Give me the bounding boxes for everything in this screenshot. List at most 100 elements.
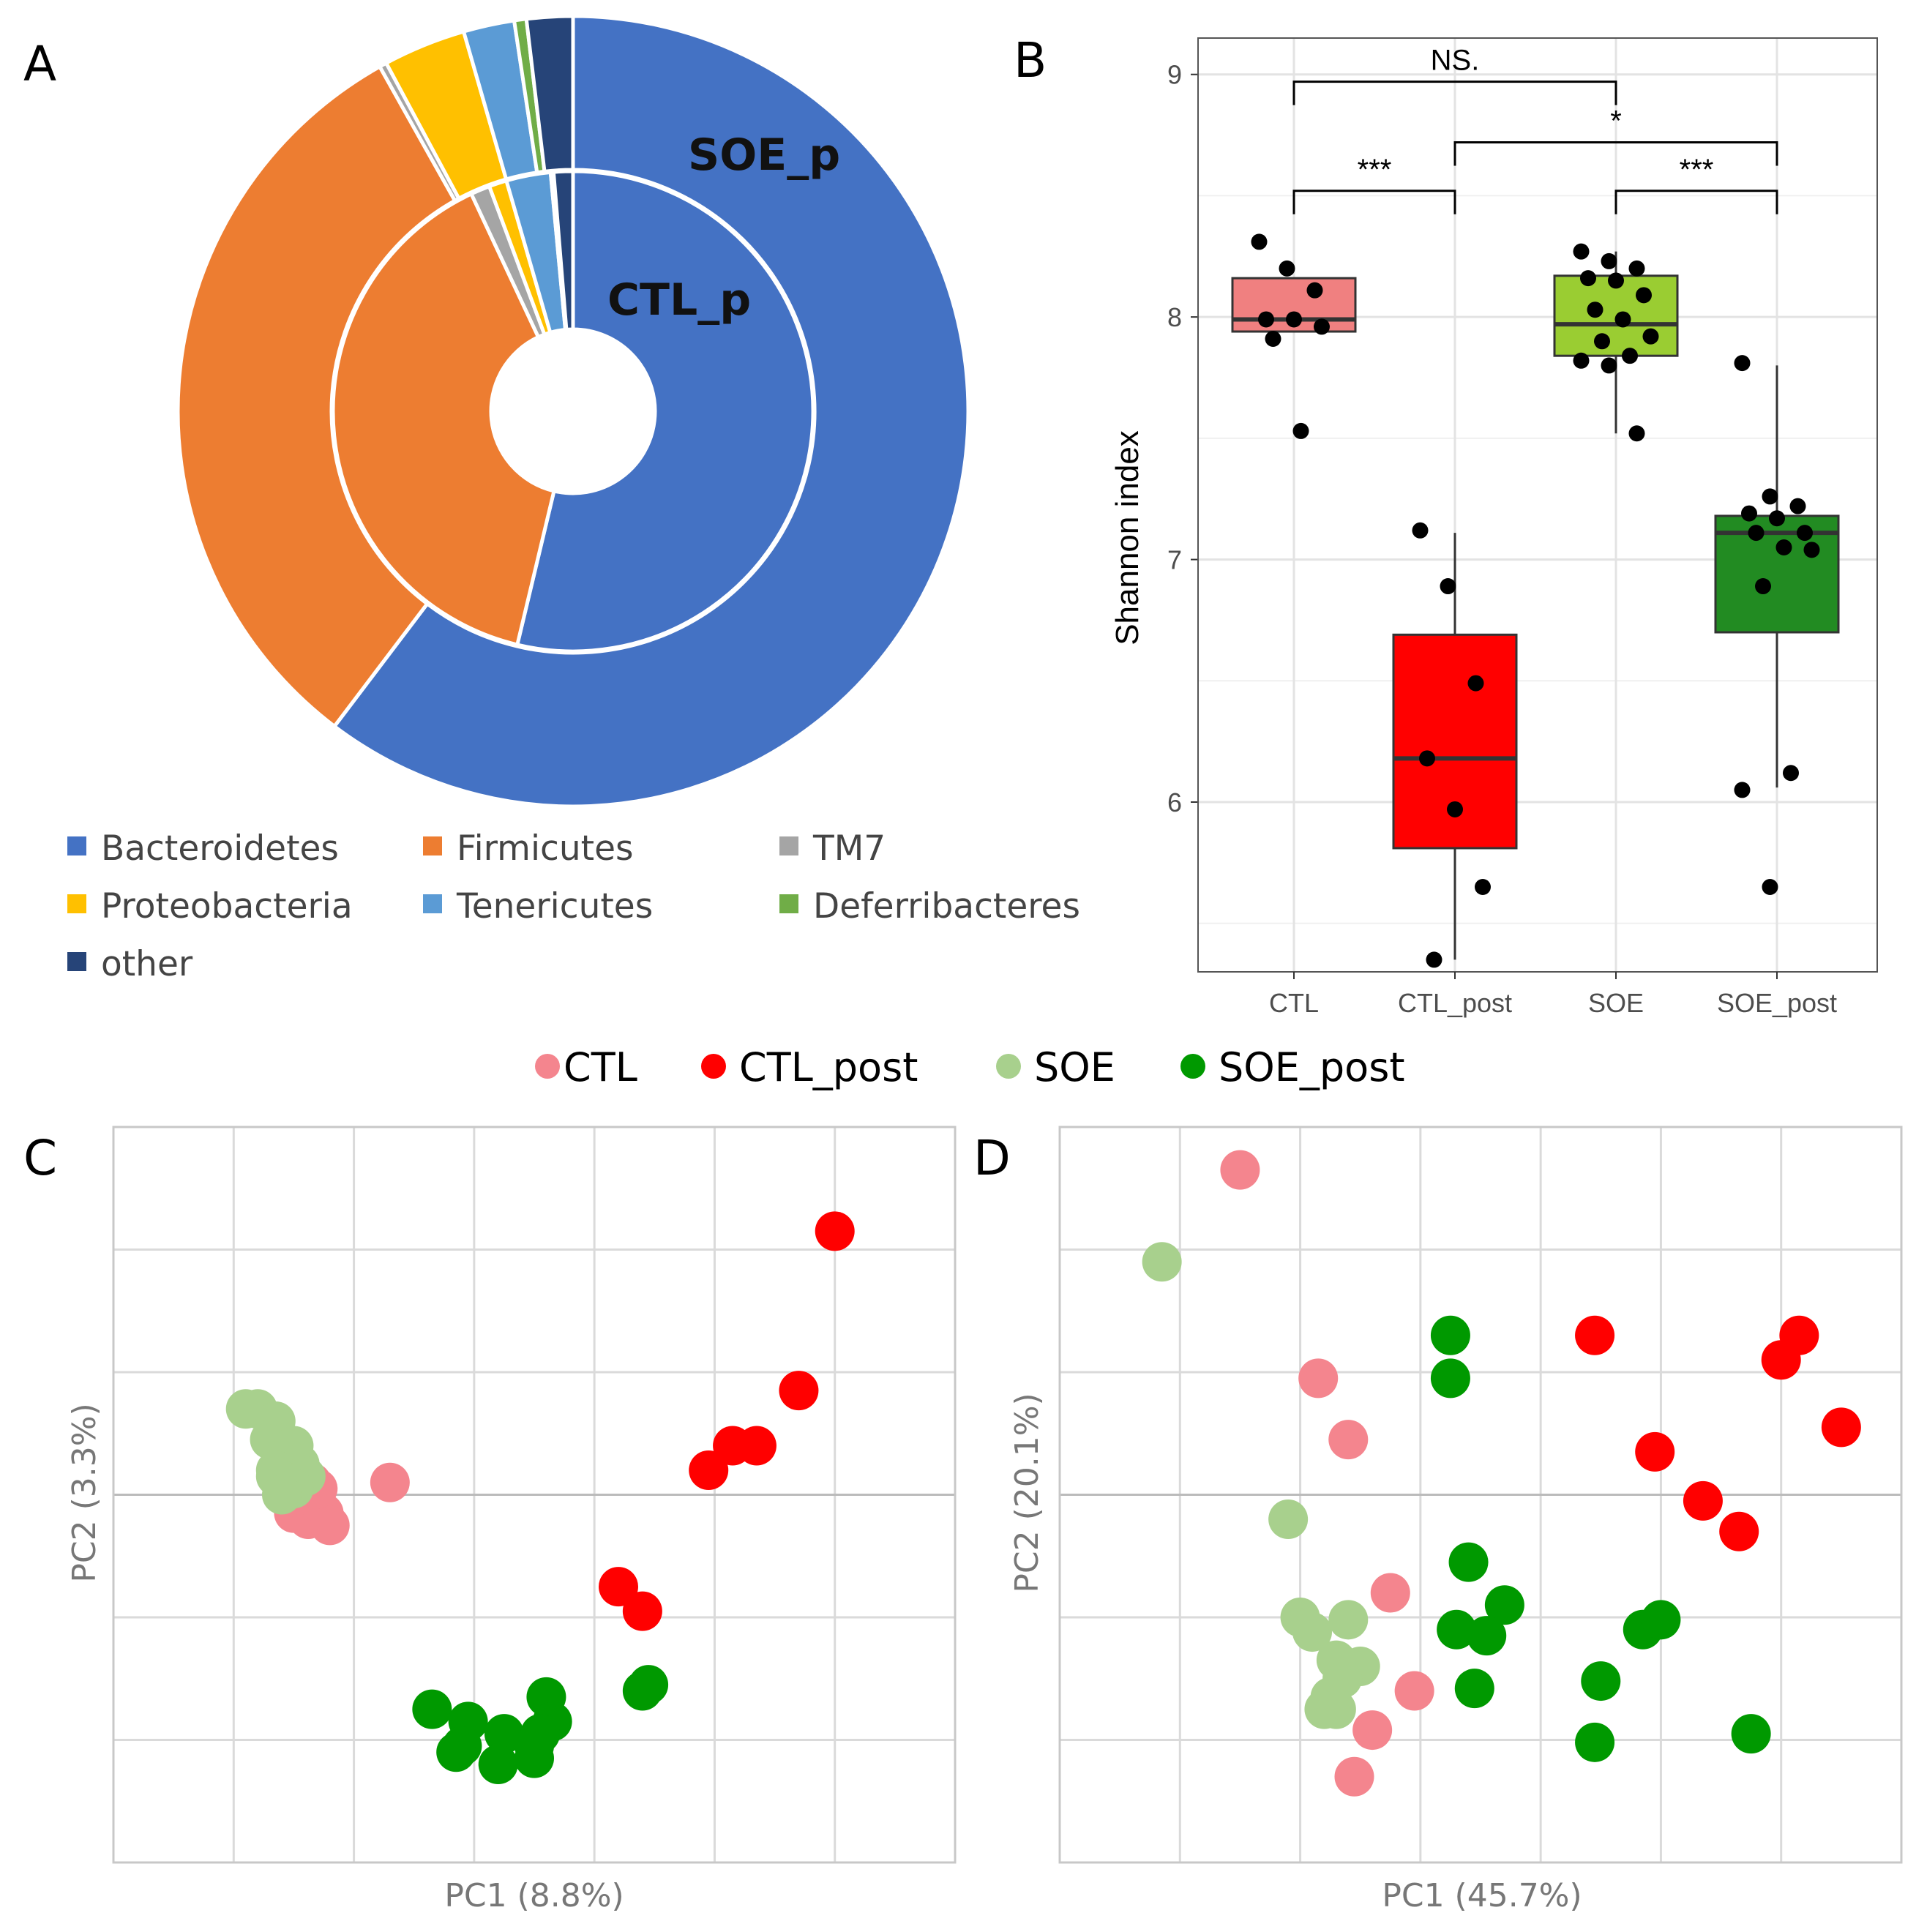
panel-c: C PC1 (8.8%) PC2 (3.3%) [23,1126,957,1914]
data-point-ctl [1292,422,1309,439]
data-point-soe [1636,287,1652,304]
pca-point-ctl-post [713,1426,753,1466]
pca-point-ctl-post [815,1211,855,1251]
legend-label-tm7: TM7 [812,828,886,869]
pca-point-soe [1292,1612,1332,1652]
data-point-soe-post [1803,542,1820,558]
data-point-soe [1601,252,1617,269]
legend-label-tenericutes: Tenericutes [456,886,653,926]
pca-frame [112,1126,957,1864]
donut-slice-ctl-p-other [551,169,575,332]
data-point-soe-post [1789,498,1806,514]
data-point-soe-post [1734,782,1751,798]
donut-chart [176,14,970,809]
data-point-soe [1580,270,1596,287]
pca-point-soe-post [1467,1616,1507,1656]
pca-point-soe-post [1448,1542,1489,1582]
pca-point-ctl [310,1505,350,1546]
sig-label: *** [1358,154,1392,186]
data-point-soe-post [1741,505,1757,522]
pca-point-ctl [370,1462,410,1502]
data-point-soe [1573,352,1590,369]
legend-swatch-other [67,952,86,971]
y-tick-label: 7 [1167,545,1182,575]
pca-d-x-title: PC1 (45.7%) [1382,1877,1582,1914]
boxplot-frame [1197,37,1878,973]
legend-label-proteobacteria: Proteobacteria [101,886,353,926]
outer-ring-label: SOE_p [688,130,840,181]
x-tick-label-ctl: CTL [1269,988,1319,1018]
pca-point-ctl-post [622,1591,662,1631]
legend-dot-ctl [535,1054,560,1079]
data-point-ctl [1251,233,1268,250]
sig-bracket-soe-soe-post [1614,190,1778,214]
pca-point-soe [1268,1499,1309,1539]
pca-point-soe-post [1437,1609,1477,1650]
data-point-ctl [1286,311,1302,328]
pca-point-ctl [1298,1358,1339,1399]
pca-point-ctl [1328,1420,1369,1460]
data-point-soe [1642,328,1659,345]
pca-point-soe-post [1484,1585,1524,1625]
sig-label: *** [1680,154,1714,186]
data-point-soe [1573,243,1590,260]
data-point-soe-post [1769,510,1785,527]
legend-swatch-tm7 [779,836,798,855]
pca-point-soe [262,1475,302,1515]
data-point-ctl-post [1475,879,1491,895]
pca-point-soe-post [478,1745,518,1784]
shared-legend: CTL CTL_post SOE SOE_post [535,1044,1405,1090]
data-point-soe-post [1762,488,1778,505]
pca-point-ctl [1370,1573,1410,1613]
pca-c-x-title: PC1 (8.8%) [444,1877,624,1914]
data-point-ctl [1258,311,1274,328]
pca-point-soe [1316,1689,1356,1729]
y-tick-label: 6 [1167,787,1182,817]
legend-label-deferribacteres: Deferribacteres [813,886,1080,926]
data-point-ctl [1314,318,1330,335]
pca-point-ctl-post [1719,1511,1759,1551]
legend-text-ctl-post: CTL_post [739,1044,918,1090]
boxplot-y-axis-title: Shannon index [1109,430,1145,645]
data-point-ctl-post [1440,578,1456,595]
data-point-soe [1628,260,1645,277]
legend-label-firmicutes: Firmicutes [457,828,633,869]
panel-b-letter: B [1014,32,1047,89]
data-point-soe [1587,302,1603,318]
pca-d-y-title: PC2 (20.1%) [1008,1393,1046,1592]
donut-slice-ctl-p-firmicutes [331,191,556,648]
pca-point-ctl-post [1575,1315,1615,1355]
pca-point-ctl-post [1821,1407,1861,1448]
pca-point-ctl-post [599,1567,638,1607]
panel-d: D PC1 (45.7%) PC2 (20.1%) [973,1126,1903,1914]
data-point-ctl-post [1412,522,1429,539]
pca-point-soe-post [1430,1315,1470,1355]
data-point-soe-post [1762,879,1778,895]
legend-text-soe-post: SOE_post [1219,1044,1405,1090]
pca-point-soe-post [514,1726,554,1766]
pca-d-plot [1058,1126,1903,1864]
donut-slice-ctl-p-bacteroidetes [514,169,815,654]
pca-point-ctl-post [689,1450,729,1490]
data-point-soe [1594,333,1610,350]
pca-point-soe-post [412,1689,452,1729]
pca-point-soe-post [436,1732,476,1772]
pca-point-soe-post [1581,1661,1621,1701]
pca-point-soe-post [1575,1722,1615,1762]
legend-text-ctl: CTL [564,1044,637,1090]
pca-point-soe-post [1641,1600,1681,1640]
data-point-ctl-post [1467,675,1484,692]
x-tick-label-soe: SOE [1588,988,1644,1018]
sig-label: NS. [1431,45,1480,77]
panel-a-letter: A [23,36,56,92]
data-point-soe-post [1797,525,1813,542]
pca-point-ctl-post [1761,1340,1801,1380]
legend-swatch-deferribacteres [779,894,798,913]
legend-swatch-firmicutes [423,836,442,855]
data-point-ctl-post [1447,801,1463,817]
legend-swatch-tenericutes [423,894,442,913]
x-tick-label-soe-post: SOE_post [1717,988,1837,1018]
legend-dot-soe-post [1180,1054,1205,1079]
